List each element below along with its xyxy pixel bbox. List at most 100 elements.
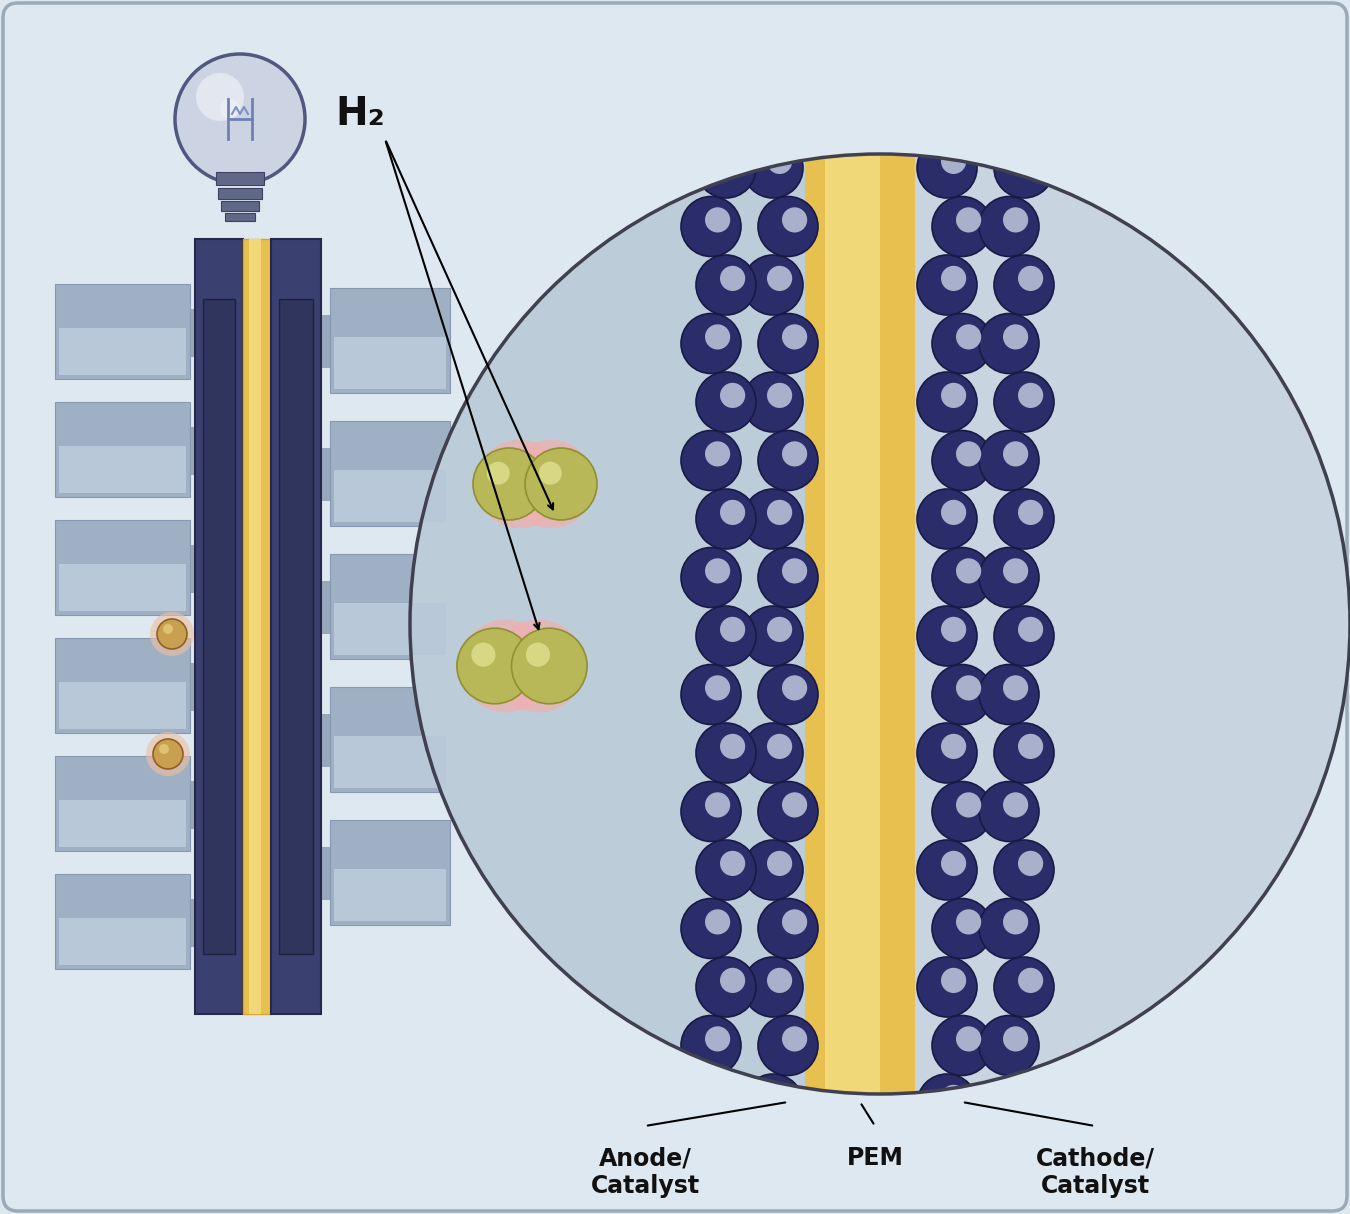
Circle shape	[917, 724, 977, 783]
Bar	[333, 603, 446, 656]
Bar	[308, 314, 329, 367]
Circle shape	[931, 548, 992, 607]
Circle shape	[697, 957, 756, 1017]
Circle shape	[159, 744, 169, 754]
Circle shape	[146, 732, 190, 776]
Bar	[59, 682, 186, 728]
Circle shape	[757, 431, 818, 490]
Circle shape	[767, 266, 792, 291]
Circle shape	[220, 100, 240, 119]
Circle shape	[994, 606, 1054, 666]
Bar	[221, 202, 259, 211]
Circle shape	[1018, 968, 1044, 993]
FancyBboxPatch shape	[3, 2, 1347, 1212]
Circle shape	[697, 138, 756, 198]
Circle shape	[456, 628, 532, 704]
Bar	[279, 299, 313, 954]
Circle shape	[697, 1074, 756, 1134]
Circle shape	[1018, 500, 1044, 524]
Circle shape	[680, 664, 741, 725]
Bar	[55, 402, 190, 497]
Circle shape	[931, 313, 992, 374]
Circle shape	[1003, 1026, 1029, 1051]
Circle shape	[767, 851, 792, 877]
Circle shape	[782, 442, 807, 466]
Circle shape	[506, 439, 595, 528]
Bar	[55, 756, 190, 851]
Text: PEM: PEM	[846, 1146, 903, 1170]
Circle shape	[994, 1074, 1054, 1134]
Circle shape	[1018, 733, 1044, 759]
Circle shape	[697, 840, 756, 900]
Circle shape	[757, 548, 818, 607]
Circle shape	[475, 439, 563, 528]
Circle shape	[743, 1074, 803, 1134]
Bar	[55, 639, 190, 733]
Circle shape	[526, 642, 549, 666]
Circle shape	[941, 500, 967, 524]
Circle shape	[782, 1026, 807, 1051]
Circle shape	[1003, 324, 1029, 350]
Circle shape	[680, 548, 741, 607]
Circle shape	[917, 1074, 977, 1134]
Circle shape	[705, 558, 730, 584]
Bar	[59, 565, 186, 611]
Circle shape	[680, 313, 741, 374]
Circle shape	[994, 489, 1054, 549]
Circle shape	[979, 782, 1040, 841]
Circle shape	[157, 619, 188, 649]
Circle shape	[1003, 909, 1029, 935]
Bar	[190, 663, 212, 710]
Circle shape	[1018, 1085, 1044, 1110]
Bar	[243, 239, 271, 1014]
Circle shape	[931, 782, 992, 841]
Circle shape	[743, 724, 803, 783]
Circle shape	[196, 73, 244, 121]
Circle shape	[705, 675, 730, 700]
Bar	[271, 239, 321, 1014]
Circle shape	[487, 461, 510, 484]
Circle shape	[917, 840, 977, 900]
Circle shape	[767, 500, 792, 524]
Circle shape	[150, 612, 194, 656]
Circle shape	[994, 371, 1054, 432]
Bar	[55, 284, 190, 379]
Circle shape	[917, 606, 977, 666]
Bar	[880, 144, 1350, 1104]
Circle shape	[941, 1085, 967, 1110]
Circle shape	[931, 898, 992, 959]
Circle shape	[941, 968, 967, 993]
Circle shape	[525, 448, 597, 520]
Bar	[329, 288, 450, 393]
Circle shape	[1018, 266, 1044, 291]
Bar	[55, 520, 190, 615]
Circle shape	[705, 442, 730, 466]
Circle shape	[956, 675, 981, 700]
Circle shape	[697, 606, 756, 666]
Circle shape	[697, 255, 756, 314]
Circle shape	[720, 968, 745, 993]
Text: H₂: H₂	[335, 95, 385, 134]
Circle shape	[767, 968, 792, 993]
Bar	[329, 554, 450, 659]
Circle shape	[743, 138, 803, 198]
Circle shape	[1018, 382, 1044, 408]
Circle shape	[917, 255, 977, 314]
Circle shape	[767, 382, 792, 408]
Bar	[248, 239, 261, 1014]
Circle shape	[956, 793, 981, 817]
Circle shape	[491, 619, 585, 713]
Circle shape	[1003, 558, 1029, 584]
Bar	[194, 239, 243, 1014]
Text: Anode/
Catalyst: Anode/ Catalyst	[590, 1146, 699, 1198]
Circle shape	[757, 782, 818, 841]
Circle shape	[941, 851, 967, 877]
Bar	[308, 582, 329, 632]
Bar	[308, 714, 329, 766]
Bar	[59, 918, 186, 965]
Bar	[190, 427, 212, 473]
Circle shape	[697, 724, 756, 783]
Circle shape	[994, 957, 1054, 1017]
Bar	[59, 800, 186, 847]
Circle shape	[917, 489, 977, 549]
